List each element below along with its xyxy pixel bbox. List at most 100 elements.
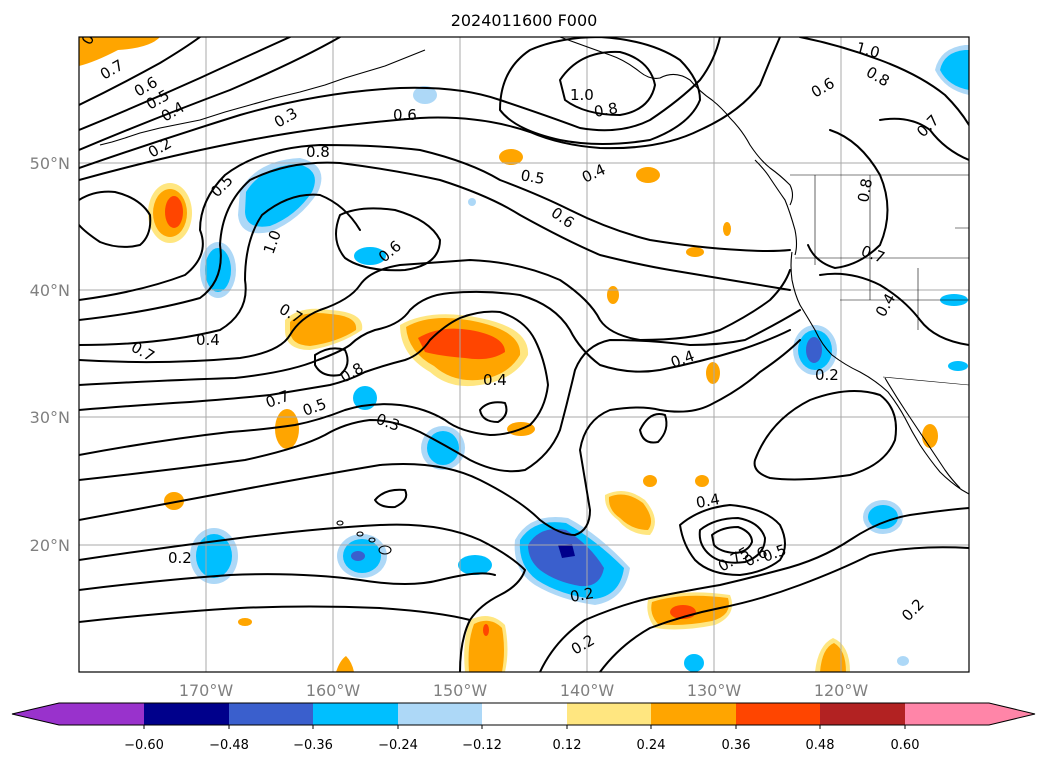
lon-label-160w: 160°W: [306, 681, 361, 700]
contour-line: [79, 339, 801, 536]
colorbar-tick-label: −0.36: [293, 738, 333, 753]
shade-negative: [897, 656, 909, 666]
lon-label-170w: 170°W: [179, 681, 234, 700]
shade-negative: [684, 654, 704, 672]
shade-negative: [868, 505, 898, 529]
lon-label-150w: 150°W: [433, 681, 488, 700]
shade-positive: [607, 286, 619, 304]
contour-line: [479, 401, 508, 423]
baja-coast: [884, 377, 961, 489]
map-area: 0.8 0.7 0.6 0.5 0.4 0.2 0.3 0.8 0.5 1.0 …: [78, 18, 969, 672]
contour-line: [79, 193, 361, 346]
shade-positive: [922, 424, 938, 448]
figure-title: 2024011600 F000: [451, 11, 598, 30]
contour-line: [79, 37, 201, 106]
contour-line: [79, 144, 791, 301]
shade-positive: [336, 656, 354, 672]
contour-line: [79, 605, 471, 623]
shade-positive: [499, 149, 523, 165]
contour-line: [79, 161, 791, 321]
map-frame: [78, 36, 970, 673]
contour-line: [79, 37, 291, 131]
shade-positive: [706, 362, 720, 384]
lon-label-140w: 140°W: [560, 681, 615, 700]
shade-negative: [558, 544, 575, 558]
contour-line: [79, 37, 781, 181]
colorbar-segment: [820, 703, 905, 725]
us-west-coast: [790, 251, 969, 495]
shade-positive: [468, 620, 504, 672]
contour-line: [79, 37, 341, 151]
lat-label-40n: 40°N: [30, 281, 70, 300]
shade-positive: [79, 37, 160, 66]
colorbar-segment: [651, 703, 736, 725]
contour-label: 0.4: [483, 371, 507, 389]
colorbar-outline: [11, 702, 1036, 726]
contour-label: 1.0: [570, 86, 594, 104]
lat-label-30n: 30°N: [30, 408, 70, 427]
shade-positive: [820, 643, 846, 672]
shade-negative: [427, 431, 459, 465]
contour-line: [539, 507, 969, 672]
contour-label: 0.2: [168, 549, 192, 567]
colorbar-segment: [905, 703, 989, 725]
colorbar-extend-high: [989, 703, 1035, 725]
colorbar-segment: [313, 703, 398, 725]
contour-line: [374, 488, 408, 509]
contour-label: 0.8: [306, 143, 330, 161]
alaska-coast: [559, 37, 794, 206]
shade-positive: [643, 475, 657, 487]
colorbar-tick-marks: [143, 725, 906, 729]
contour-lines: [79, 37, 969, 672]
contour-label: 0.8: [78, 18, 106, 48]
colorbar-segment: [144, 703, 229, 725]
shade-positive: [686, 247, 704, 257]
lat-label-50n: 50°N: [30, 154, 70, 173]
colorbar-extend-low: [12, 703, 59, 725]
shade-negative: [458, 555, 492, 575]
contour-line: [79, 290, 791, 386]
us-mexico-border: [882, 376, 969, 386]
lon-label-120w: 120°W: [814, 681, 869, 700]
colorbar-tick-label: −0.60: [124, 738, 164, 753]
colorbar-tick-label: 0.36: [722, 738, 751, 753]
shade-positive: [238, 618, 252, 626]
colorbar-tick-label: 0.24: [637, 738, 666, 753]
shade-positive: [275, 409, 299, 449]
hawaii-island: [356, 531, 364, 537]
hawaii-island: [378, 545, 392, 555]
colorbar-tick-label: −0.48: [209, 738, 249, 753]
shade-negative: [413, 86, 437, 104]
shade-positive: [636, 167, 660, 183]
colorbar-tick-label: 0.60: [891, 738, 920, 753]
colorbar-segment: [229, 703, 313, 725]
contour-line: [807, 129, 889, 269]
colorbar-segment: [59, 703, 144, 725]
longitude-labels: 170°W 160°W 150°W 140°W 130°W 120°W: [179, 681, 869, 700]
colorbar-tick-label: −0.24: [378, 738, 418, 753]
shade-negative: [245, 164, 315, 227]
colorbar-tick-label: 0.12: [553, 738, 582, 753]
shade-positive: [608, 494, 652, 530]
contour-line: [879, 117, 969, 161]
shade-positive: [483, 624, 489, 636]
contour-label: 0.4: [196, 331, 220, 349]
colorbar: −0.60 −0.48 −0.36 −0.24 −0.12 0.12 0.24 …: [11, 702, 1036, 753]
colorbar-segment: [736, 703, 820, 725]
contour-line: [639, 413, 668, 444]
contour-line: [79, 523, 526, 672]
colorbar-segment: [567, 703, 651, 725]
aleutians-coast: [99, 49, 426, 146]
shade-negative: [354, 247, 386, 265]
contour-label: 0.2: [815, 366, 839, 384]
contour-label: 0.8: [854, 177, 876, 204]
contour-label: 0.6: [393, 106, 417, 124]
contour-line: [499, 37, 701, 145]
contour-label: 0.2: [569, 584, 596, 606]
contour-label: 0.4: [695, 490, 722, 512]
hawaii-island: [336, 520, 344, 526]
contour-line: [79, 190, 152, 248]
shade-negative: [205, 248, 231, 292]
contour-line: [79, 310, 549, 456]
